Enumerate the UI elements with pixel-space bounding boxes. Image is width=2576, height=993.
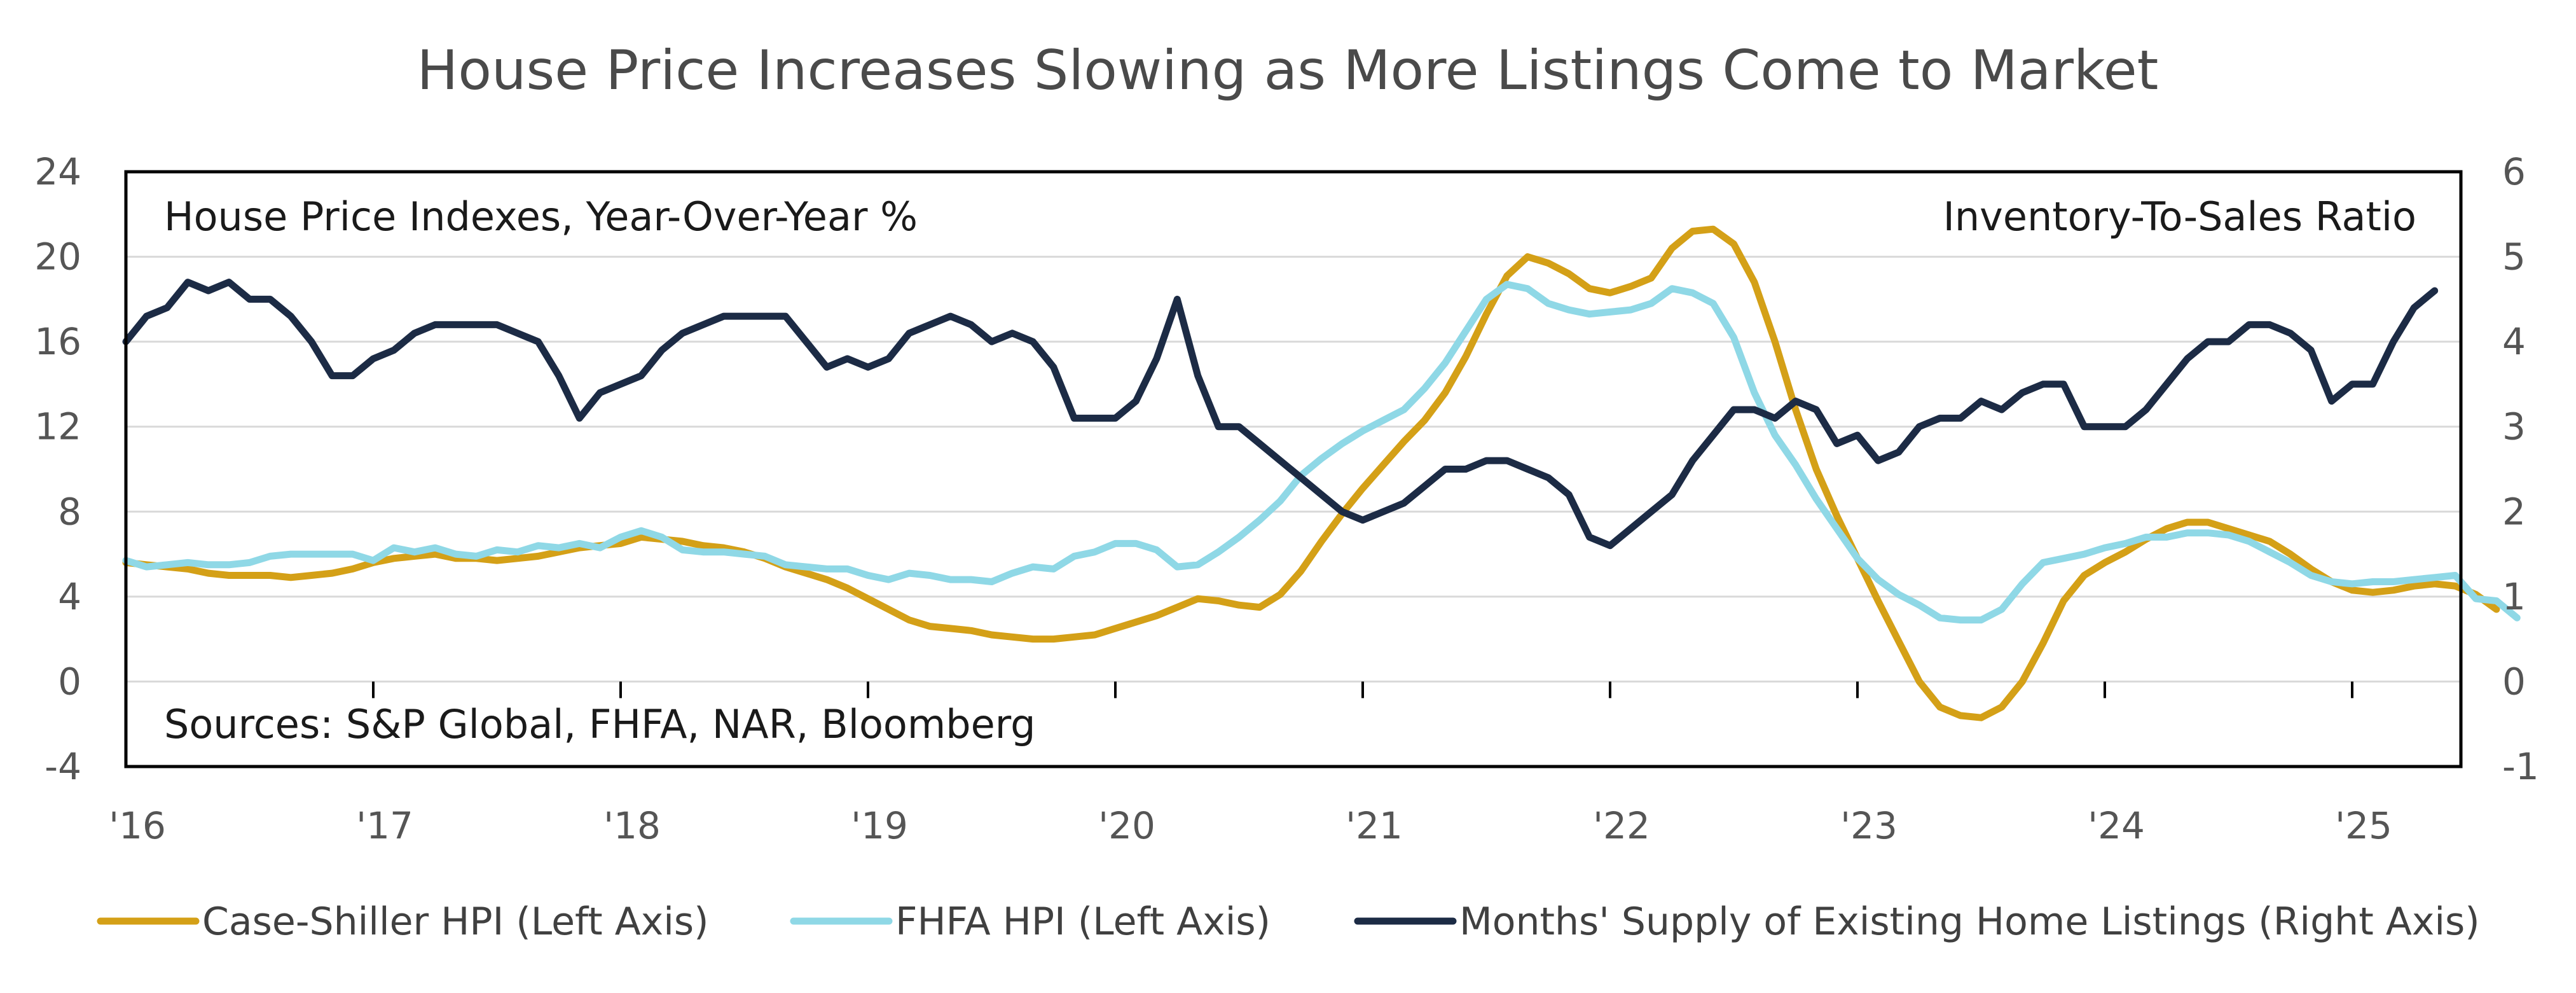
left-axis-label: House Price Indexes, Year-Over-Year % xyxy=(164,193,918,240)
right-axis-label: Inventory-To-Sales Ratio xyxy=(1943,193,2416,240)
legend-label-fhfa: FHFA HPI (Left Axis) xyxy=(895,899,1271,944)
y-left-tick-label: -4 xyxy=(45,745,81,788)
supply-series-line xyxy=(122,279,2439,550)
y-right-tick-label: 6 xyxy=(2502,150,2526,193)
legend-label-supply: Months' Supply of Existing Home Listings… xyxy=(1459,899,2480,944)
x-tick-label: '19 xyxy=(851,804,908,847)
y-right-tick-label: -1 xyxy=(2502,745,2539,788)
legend: Case-Shiller HPI (Left Axis) FHFA HPI (Le… xyxy=(97,899,2480,944)
x-tick-label: '24 xyxy=(2088,804,2145,847)
plot-frame xyxy=(124,170,2463,768)
y-left-tick-label: 12 xyxy=(34,405,81,448)
case-shiller-series-line xyxy=(122,225,2500,721)
legend-label-case-shiller: Case-Shiller HPI (Left Axis) xyxy=(202,899,709,944)
x-tick-label: '16 xyxy=(109,804,166,847)
x-tick-marks xyxy=(372,681,2353,698)
y-left-tick-label: 0 xyxy=(58,660,81,703)
y-left-tick-label: 8 xyxy=(58,490,81,533)
fhfa-series-line xyxy=(122,281,2521,624)
y-right-tick-label: 4 xyxy=(2502,320,2526,363)
x-tick-label: '22 xyxy=(1593,804,1650,847)
gridlines xyxy=(126,256,2461,683)
x-axis: '16 '17 '18 '19 '20 '21 '22 '23 '24 '25 xyxy=(109,804,2392,847)
x-tick-label: '21 xyxy=(1346,804,1403,847)
right-y-axis: 6 5 4 3 2 1 0 -1 xyxy=(2502,150,2539,788)
y-left-tick-label: 16 xyxy=(34,320,81,363)
y-right-tick-label: 5 xyxy=(2502,235,2526,279)
chart-title: House Price Increases Slowing as More Li… xyxy=(417,39,2159,102)
x-tick-label: '18 xyxy=(603,804,661,847)
x-tick-label: '23 xyxy=(1840,804,1898,847)
y-right-tick-label: 2 xyxy=(2502,490,2526,533)
x-tick-label: '25 xyxy=(2335,804,2392,847)
x-tick-label: '17 xyxy=(356,804,413,847)
y-left-tick-label: 4 xyxy=(58,575,81,618)
y-right-tick-label: 0 xyxy=(2502,660,2526,703)
source-note: Sources: S&P Global, FHFA, NAR, Bloomber… xyxy=(164,701,1035,747)
left-y-axis: 24 20 16 12 8 4 0 -4 xyxy=(34,150,81,788)
y-right-tick-label: 1 xyxy=(2502,575,2526,618)
series-layer xyxy=(122,225,2521,721)
y-right-tick-label: 3 xyxy=(2502,405,2526,448)
y-left-tick-label: 20 xyxy=(34,235,81,279)
y-left-tick-label: 24 xyxy=(34,150,81,193)
x-tick-label: '20 xyxy=(1098,804,1155,847)
